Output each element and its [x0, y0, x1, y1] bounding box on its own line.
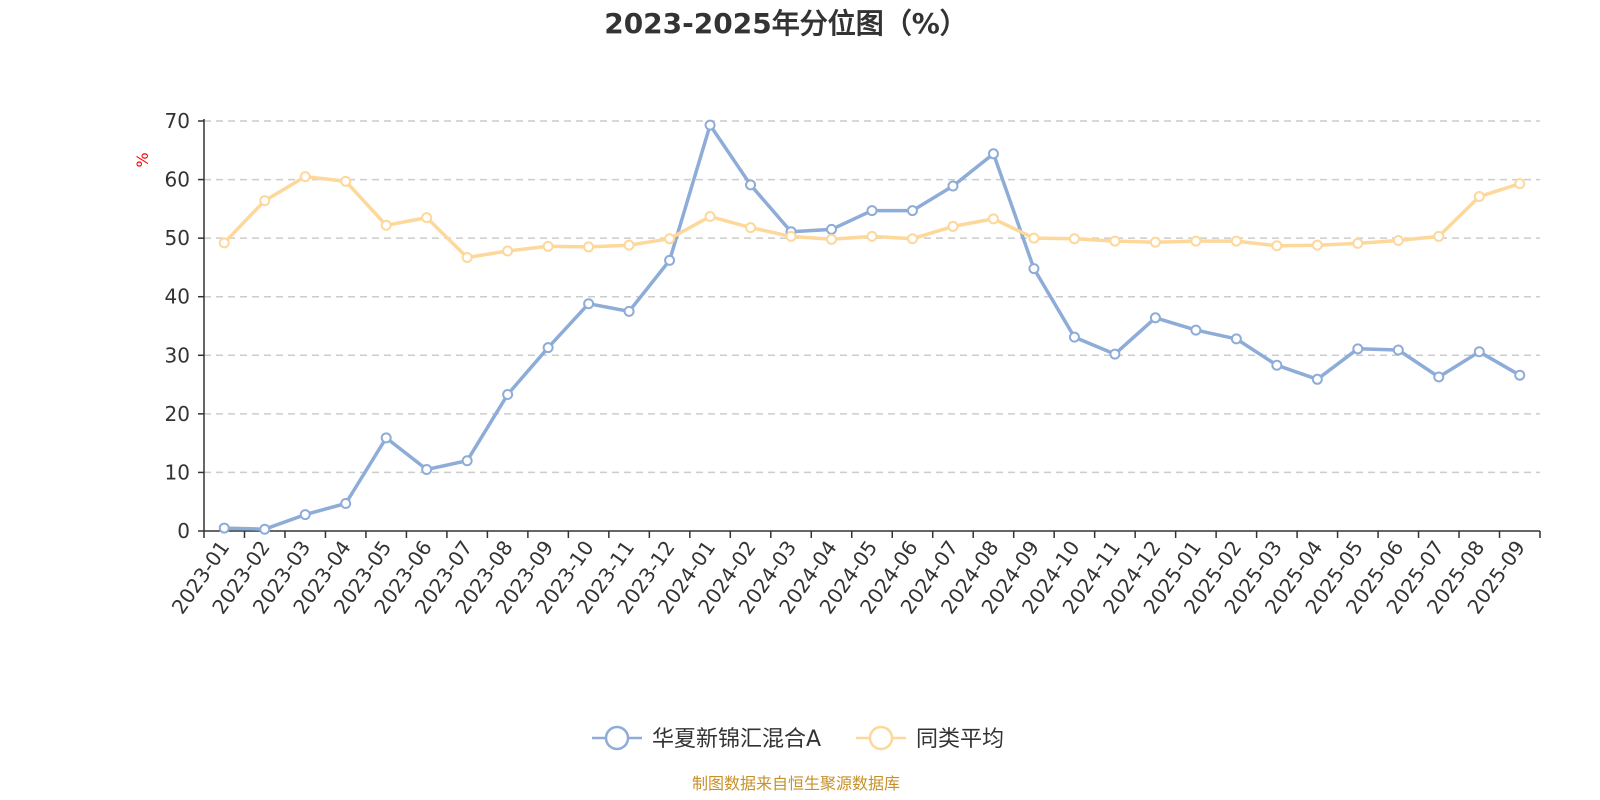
- series-2-point: [1271, 240, 1283, 252]
- y-tick-label: 30: [165, 343, 190, 367]
- series-2-point: [987, 213, 999, 225]
- series-line-2: [222, 174, 1521, 260]
- series-2-point: [623, 239, 635, 251]
- series-2-point: [1190, 235, 1202, 247]
- series-2-point: [1149, 236, 1161, 248]
- series-1-point: [1311, 373, 1323, 385]
- chart-title: 2023-2025年分位图（%）: [604, 7, 968, 40]
- series-2-point: [745, 222, 757, 234]
- series-1-point: [1068, 331, 1080, 343]
- series-2-point: [785, 230, 797, 242]
- series-1-point: [461, 455, 473, 467]
- y-tick-label: 10: [165, 460, 190, 484]
- series-1-point: [1352, 343, 1364, 355]
- series-2-point: [1230, 235, 1242, 247]
- series-2-point: [664, 233, 676, 245]
- y-tick-label: 20: [165, 402, 190, 426]
- series-2-point: [1433, 230, 1445, 242]
- series-2-point: [704, 210, 716, 222]
- series-2-point: [461, 251, 473, 263]
- series-2-point: [340, 175, 352, 187]
- series-2-point: [380, 219, 392, 231]
- legend-label-1: 华夏新锦汇混合A: [652, 727, 821, 752]
- series-1-point: [745, 179, 757, 191]
- series-2-point: [502, 245, 514, 257]
- series-1-point: [583, 298, 595, 310]
- series-2-point: [299, 171, 311, 183]
- series-2-point: [1392, 234, 1404, 246]
- series-1-point: [1149, 312, 1161, 324]
- legend: 华夏新锦汇混合A 同类平均: [592, 725, 1004, 752]
- series-1-point: [987, 148, 999, 160]
- y-tick-label: 50: [165, 226, 190, 250]
- series-2-point: [218, 237, 230, 249]
- y-tick-label: 40: [165, 285, 190, 309]
- series-1-point: [1271, 359, 1283, 371]
- legend-marker-1: [604, 725, 630, 751]
- series-1-point: [1028, 263, 1040, 275]
- series-2-point: [259, 195, 271, 207]
- series-1-point: [218, 522, 230, 534]
- series-1-point: [664, 254, 676, 266]
- series-2-point: [1028, 232, 1040, 244]
- series-1-point: [1433, 371, 1445, 383]
- legend-label-2: 同类平均: [916, 727, 1004, 752]
- series-1-point: [947, 180, 959, 192]
- series-2-point: [1473, 191, 1485, 203]
- series-1-point: [1473, 346, 1485, 358]
- series-1-point: [866, 205, 878, 217]
- series-2-point: [542, 240, 554, 252]
- series-2-point: [583, 241, 595, 253]
- legend-marker-2: [868, 725, 894, 751]
- series-2-point: [1311, 239, 1323, 251]
- series-1-point: [826, 223, 838, 235]
- series-2-point: [866, 230, 878, 242]
- series-1-point: [542, 342, 554, 354]
- series-2-point: [947, 220, 959, 232]
- series-lines: [218, 119, 1526, 535]
- y-tick-label: 70: [165, 109, 190, 133]
- series-2-point: [1514, 178, 1526, 190]
- y-tick-label: 0: [177, 519, 190, 543]
- series-1-point: [704, 119, 716, 131]
- series-2-point: [1068, 233, 1080, 245]
- series-1-point: [299, 509, 311, 521]
- series-1-point: [340, 497, 352, 509]
- series-2-point: [1109, 235, 1121, 247]
- series-2-point: [1352, 237, 1364, 249]
- y-axis-unit-label: %: [133, 152, 152, 167]
- series-1-point: [1109, 348, 1121, 360]
- series-1-point: [380, 432, 392, 444]
- axes: 0102030405060702023-012023-022023-032023…: [165, 109, 1541, 618]
- series-1-point: [906, 205, 918, 217]
- series-1-point: [1392, 344, 1404, 356]
- series-1-point: [421, 464, 433, 475]
- series-1-point: [1230, 333, 1242, 345]
- grid-lines: [204, 120, 1540, 474]
- series-2-point: [826, 233, 838, 245]
- series-1-point: [259, 523, 271, 535]
- data-source-note: 制图数据来自恒生聚源数据库: [692, 774, 900, 793]
- y-tick-label: 60: [165, 168, 190, 192]
- series-1-point: [502, 389, 514, 401]
- series-1-point: [1190, 324, 1202, 336]
- series-line-1: [224, 123, 1521, 531]
- series-1-point: [623, 305, 635, 317]
- series-2-point: [906, 233, 918, 245]
- series-2-point: [421, 212, 433, 224]
- series-1-point: [1514, 369, 1526, 381]
